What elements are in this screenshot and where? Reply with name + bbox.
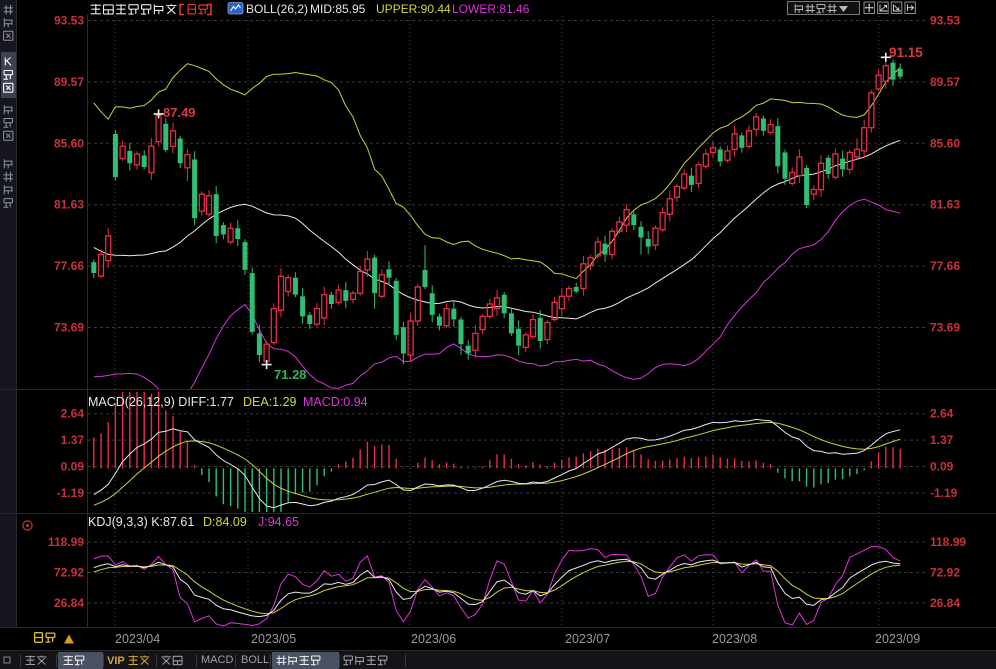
svg-text:2023/05: 2023/05 bbox=[251, 632, 296, 646]
svg-text:89.57: 89.57 bbox=[54, 75, 84, 89]
svg-text:2.64: 2.64 bbox=[930, 407, 954, 421]
svg-text:91.15: 91.15 bbox=[889, 45, 923, 60]
svg-text:77.66: 77.66 bbox=[54, 259, 84, 273]
svg-text:89.57: 89.57 bbox=[930, 75, 960, 89]
svg-text:1.37: 1.37 bbox=[61, 433, 85, 447]
svg-text:UPPER:90.44: UPPER:90.44 bbox=[376, 2, 451, 16]
svg-text:0.09: 0.09 bbox=[61, 460, 85, 474]
svg-text:DEA:1.29: DEA:1.29 bbox=[243, 395, 297, 409]
svg-text:VIP: VIP bbox=[107, 655, 125, 667]
svg-text:J:94.65: J:94.65 bbox=[258, 515, 299, 529]
svg-text:118.99: 118.99 bbox=[930, 535, 966, 549]
svg-text:BOLL(26,2): BOLL(26,2) bbox=[246, 2, 308, 16]
svg-text:87.49: 87.49 bbox=[163, 105, 196, 120]
svg-text:LOWER:81.46: LOWER:81.46 bbox=[452, 2, 530, 16]
svg-text:73.69: 73.69 bbox=[930, 321, 960, 335]
svg-text:81.63: 81.63 bbox=[54, 198, 84, 212]
svg-text:MACD: MACD bbox=[201, 654, 233, 666]
svg-text:26.84: 26.84 bbox=[930, 596, 960, 610]
svg-text:72.92: 72.92 bbox=[54, 566, 84, 580]
svg-text:KDJ(9,3,3) K:87.61: KDJ(9,3,3) K:87.61 bbox=[88, 515, 194, 529]
svg-text:MACD(26,12,9) DIFF:1.77: MACD(26,12,9) DIFF:1.77 bbox=[88, 395, 234, 409]
svg-text:2023/07: 2023/07 bbox=[565, 632, 610, 646]
svg-text:81.63: 81.63 bbox=[930, 198, 960, 212]
svg-text:MACD:0.94: MACD:0.94 bbox=[303, 395, 368, 409]
svg-text:MID:85.95: MID:85.95 bbox=[310, 2, 366, 16]
svg-text:71.28: 71.28 bbox=[274, 367, 307, 382]
svg-text:93.53: 93.53 bbox=[930, 14, 960, 28]
svg-text:118.99: 118.99 bbox=[48, 535, 84, 549]
svg-text:D:84.09: D:84.09 bbox=[203, 515, 247, 529]
svg-text:1.37: 1.37 bbox=[930, 433, 954, 447]
svg-text:26.84: 26.84 bbox=[54, 596, 84, 610]
svg-text:-1.19: -1.19 bbox=[930, 486, 958, 500]
svg-text:93.53: 93.53 bbox=[54, 14, 84, 28]
svg-text:72.92: 72.92 bbox=[930, 566, 960, 580]
svg-text:2023/09: 2023/09 bbox=[875, 632, 920, 646]
svg-text:-1.19: -1.19 bbox=[57, 486, 85, 500]
svg-text:73.69: 73.69 bbox=[54, 321, 84, 335]
svg-text:0.09: 0.09 bbox=[930, 460, 954, 474]
svg-text:2023/08: 2023/08 bbox=[712, 632, 757, 646]
svg-text:2023/04: 2023/04 bbox=[115, 632, 160, 646]
svg-text:BOLL: BOLL bbox=[241, 654, 269, 666]
svg-text:77.66: 77.66 bbox=[930, 259, 960, 273]
svg-text:85.60: 85.60 bbox=[930, 136, 960, 150]
svg-text:2023/06: 2023/06 bbox=[411, 632, 456, 646]
svg-text:2.64: 2.64 bbox=[61, 407, 85, 421]
svg-text:85.60: 85.60 bbox=[54, 136, 84, 150]
